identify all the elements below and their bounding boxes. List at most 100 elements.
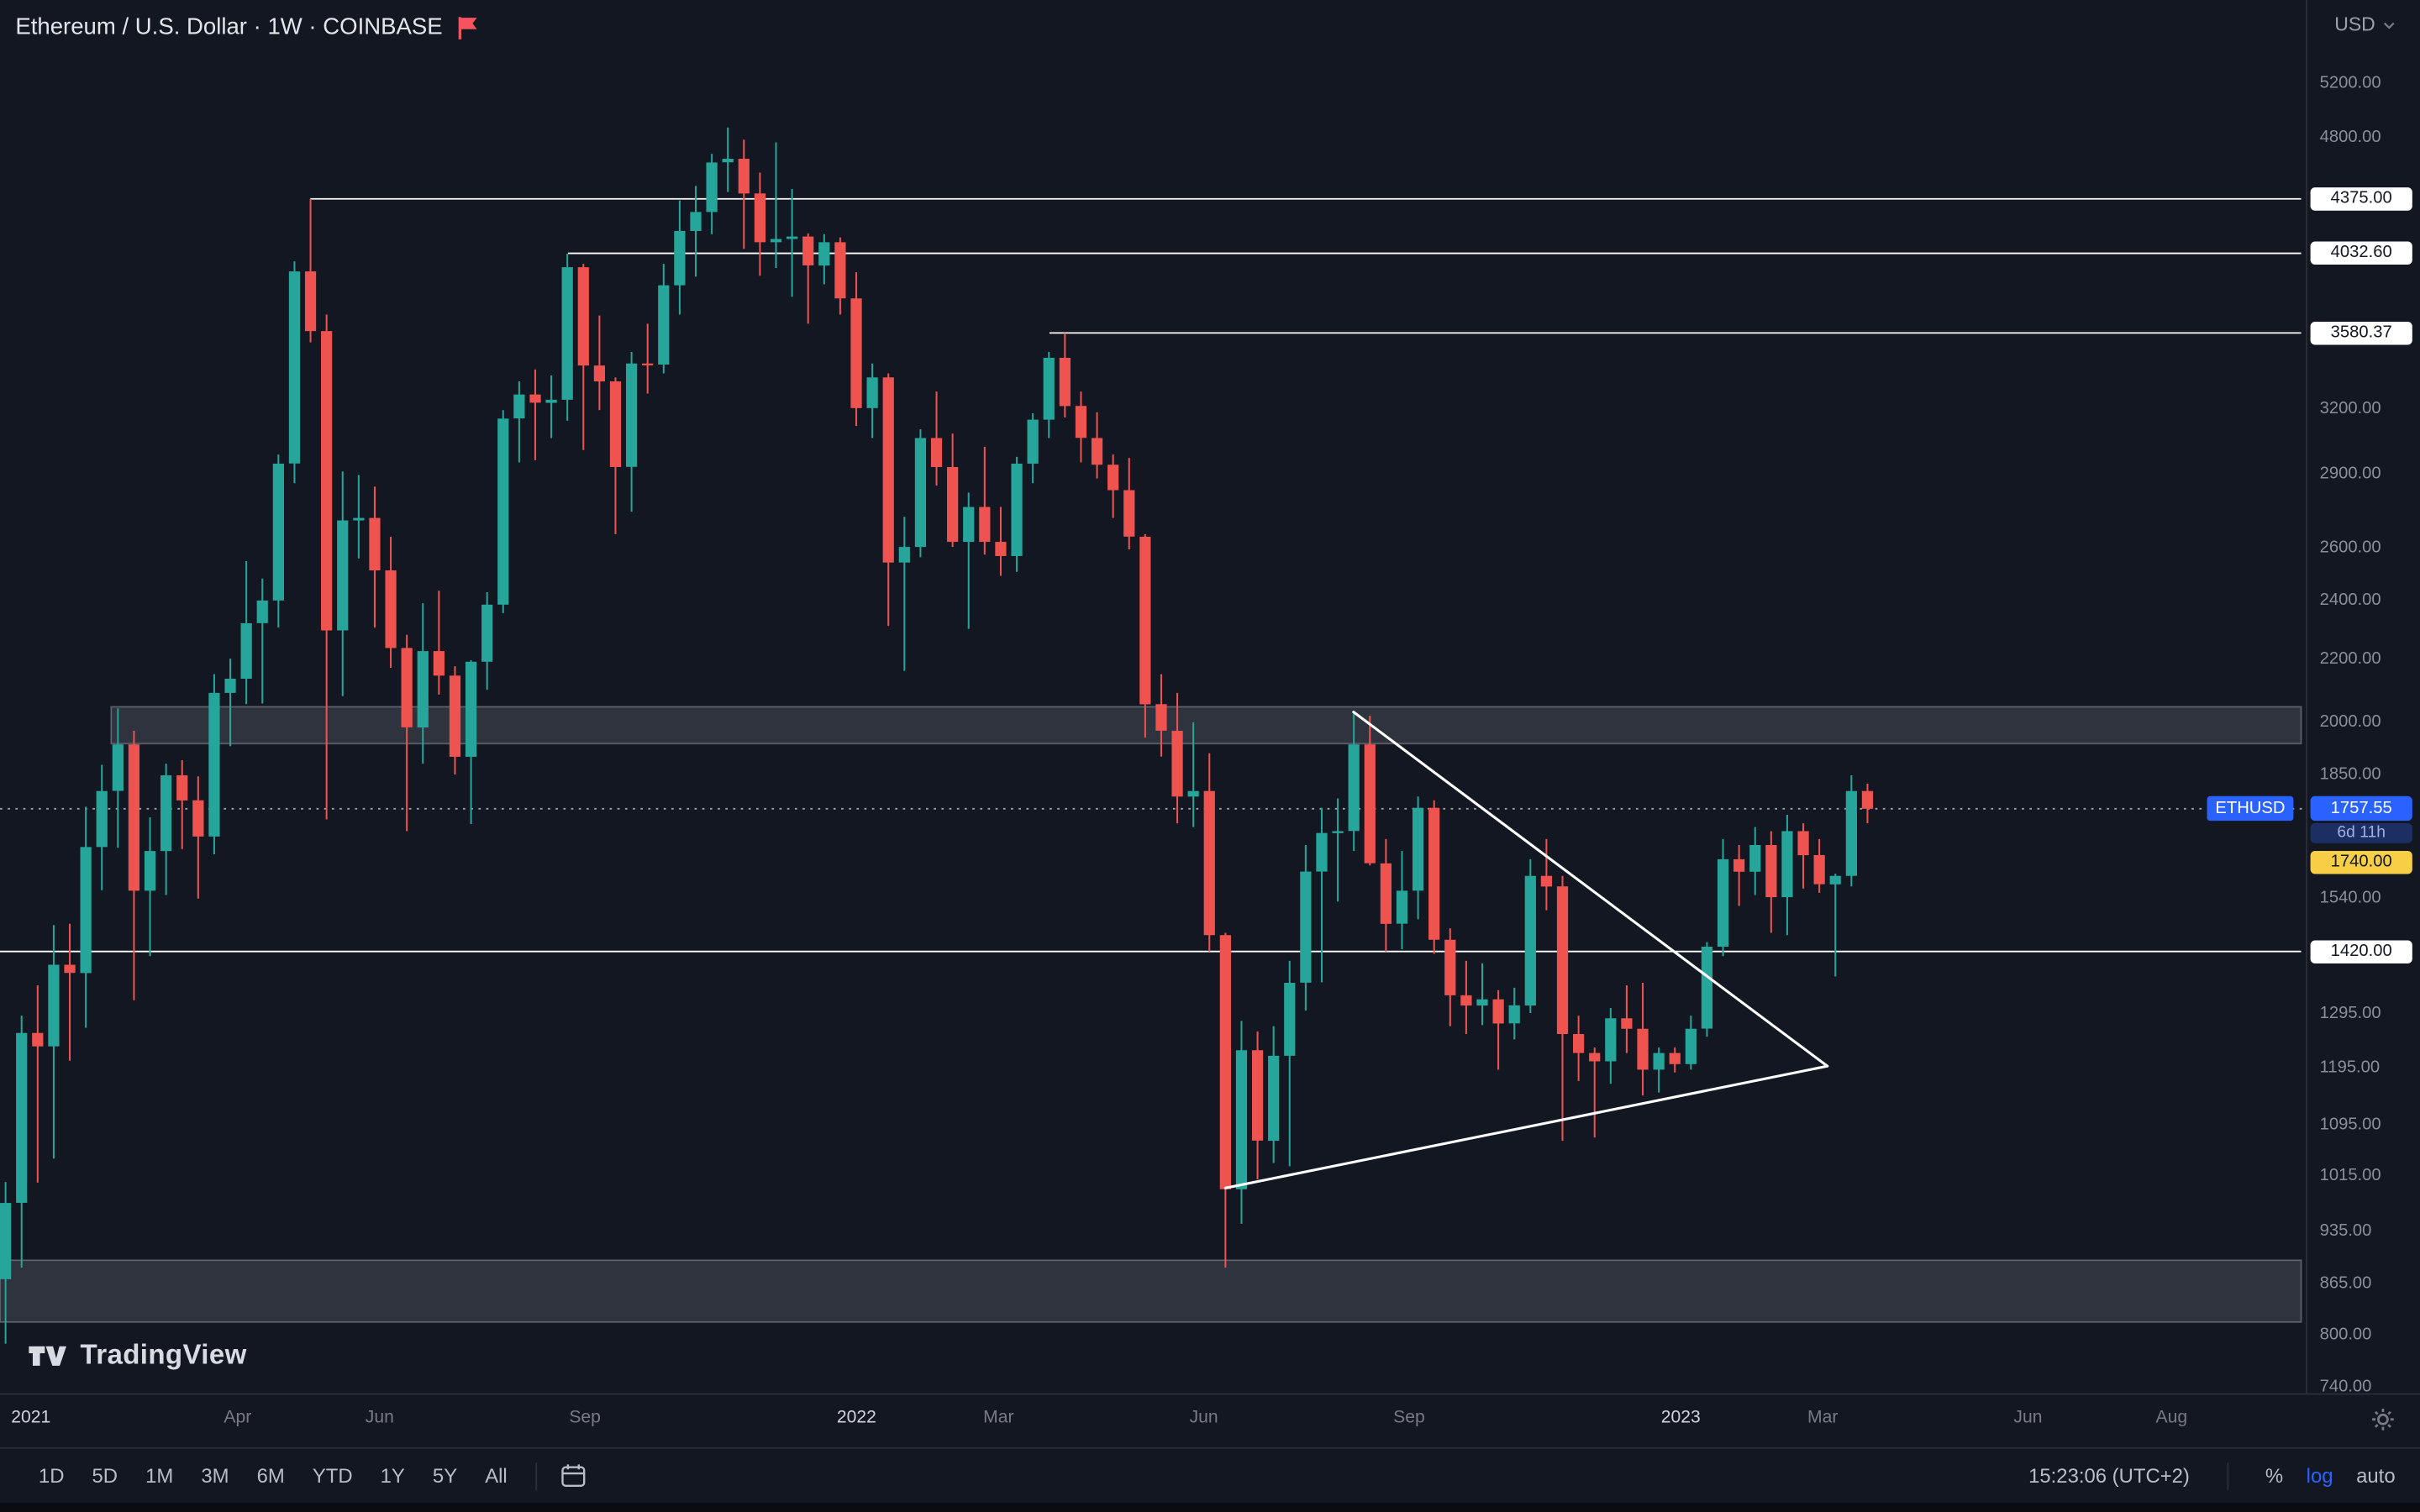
range-button-1d[interactable]: 1D — [38, 1463, 65, 1487]
candle[interactable] — [818, 234, 830, 285]
candle[interactable] — [192, 776, 204, 899]
candle[interactable] — [1540, 838, 1553, 911]
candle[interactable] — [1621, 984, 1633, 1053]
candle[interactable] — [208, 674, 220, 854]
candle[interactable] — [304, 198, 317, 343]
range-button-1m[interactable]: 1M — [145, 1463, 174, 1487]
candle[interactable] — [1460, 960, 1472, 1034]
candle[interactable] — [914, 428, 927, 558]
candle[interactable] — [112, 708, 124, 848]
candle[interactable] — [609, 377, 622, 534]
candle[interactable] — [850, 272, 862, 427]
price-level-label[interactable]: 3580.37 — [2310, 321, 2412, 345]
price-level-label[interactable]: 1420.00 — [2310, 939, 2412, 963]
symbol-header[interactable]: Ethereum / U.S. Dollar · 1W · COINBASE — [15, 14, 478, 40]
candle[interactable] — [481, 591, 493, 690]
candle[interactable] — [722, 127, 734, 192]
candle[interactable] — [577, 264, 589, 450]
candle[interactable] — [385, 536, 397, 668]
candle[interactable] — [1284, 960, 1296, 1167]
candle[interactable] — [1139, 533, 1151, 738]
candle[interactable] — [658, 264, 670, 374]
candle[interactable] — [1508, 987, 1520, 1040]
candle[interactable] — [963, 492, 975, 629]
candle[interactable] — [593, 315, 605, 411]
candle[interactable] — [882, 373, 894, 627]
candle[interactable] — [642, 323, 654, 394]
candle[interactable] — [754, 172, 766, 276]
candle[interactable] — [80, 806, 92, 1028]
candle[interactable] — [449, 666, 461, 775]
candle[interactable] — [545, 375, 557, 438]
gear-icon[interactable] — [2370, 1407, 2395, 1431]
candle[interactable] — [1476, 963, 1488, 1026]
range-button-ytd[interactable]: YTD — [312, 1463, 353, 1487]
candle[interactable] — [770, 142, 782, 269]
candle[interactable] — [802, 233, 814, 324]
candle[interactable] — [1556, 875, 1569, 1142]
symbol-title[interactable]: Ethereum / U.S. Dollar · 1W · COINBASE — [15, 13, 443, 40]
clock[interactable]: 15:23:06 (UTC+2) — [2028, 1464, 2190, 1488]
candle[interactable] — [48, 925, 60, 1159]
candle[interactable] — [497, 410, 509, 613]
candle[interactable] — [1235, 1021, 1248, 1224]
candle[interactable] — [738, 139, 750, 249]
currency-selector[interactable]: USD — [2334, 14, 2395, 35]
candle[interactable] — [1043, 351, 1055, 438]
candle[interactable] — [144, 817, 156, 957]
candle[interactable] — [353, 475, 365, 559]
candle[interactable] — [433, 591, 445, 695]
candle[interactable] — [1380, 838, 1392, 952]
candle[interactable] — [417, 603, 429, 764]
candle[interactable] — [1749, 827, 1761, 895]
trendline[interactable] — [1352, 711, 1829, 1068]
candle[interactable] — [1797, 823, 1809, 889]
candle[interactable] — [561, 254, 573, 421]
candle[interactable] — [1268, 1026, 1280, 1163]
range-button-5y[interactable]: 5Y — [432, 1463, 458, 1487]
candle[interactable] — [240, 561, 252, 705]
candle[interactable] — [1589, 1047, 1601, 1138]
candle[interactable] — [321, 314, 333, 820]
time-axis[interactable]: 2021 Apr Jun Sep 2022 Mar Jun Sep 2023 Mar Jun Aug — [0, 1393, 2420, 1447]
candle[interactable] — [176, 759, 188, 849]
candle[interactable] — [979, 446, 991, 555]
candle[interactable] — [1187, 722, 1199, 827]
candle[interactable] — [1364, 716, 1376, 866]
candle[interactable] — [1203, 753, 1215, 952]
candle[interactable] — [96, 764, 108, 890]
candle[interactable] — [1251, 1031, 1264, 1180]
candle[interactable] — [1845, 774, 1857, 887]
candle[interactable] — [1653, 1047, 1665, 1093]
zone-box[interactable] — [110, 706, 2302, 745]
candle[interactable] — [32, 984, 44, 1183]
go-to-date-icon[interactable] — [550, 1462, 595, 1488]
candle[interactable] — [1637, 982, 1649, 1096]
candle[interactable] — [1091, 412, 1103, 479]
zone-box[interactable] — [0, 1259, 2302, 1323]
candle[interactable] — [337, 471, 349, 696]
candle[interactable] — [1219, 932, 1231, 1268]
candle[interactable] — [1332, 798, 1344, 902]
candle[interactable] — [401, 634, 413, 832]
candle[interactable] — [529, 369, 541, 460]
candle[interactable] — [16, 1016, 28, 1268]
range-button-6m[interactable]: 6M — [256, 1463, 285, 1487]
candle[interactable] — [1605, 1007, 1617, 1084]
candle[interactable] — [256, 578, 268, 704]
candle[interactable] — [1300, 844, 1312, 1011]
candle[interactable] — [1573, 1016, 1585, 1081]
candle[interactable] — [1348, 712, 1360, 852]
plot-svg[interactable] — [0, 0, 2307, 1394]
candle[interactable] — [1717, 838, 1729, 957]
range-button-5d[interactable]: 5D — [92, 1463, 118, 1487]
candle[interactable] — [160, 764, 172, 895]
candle[interactable] — [1123, 458, 1135, 550]
candle[interactable] — [995, 507, 1007, 576]
price-level-label[interactable]: 1740.00 — [2310, 850, 2412, 874]
candle[interactable] — [513, 381, 525, 463]
range-button-all[interactable]: All — [485, 1463, 508, 1487]
candle[interactable] — [1781, 814, 1793, 936]
candle[interactable] — [1685, 1016, 1697, 1070]
price-level-label[interactable]: 4032.60 — [2310, 241, 2412, 265]
